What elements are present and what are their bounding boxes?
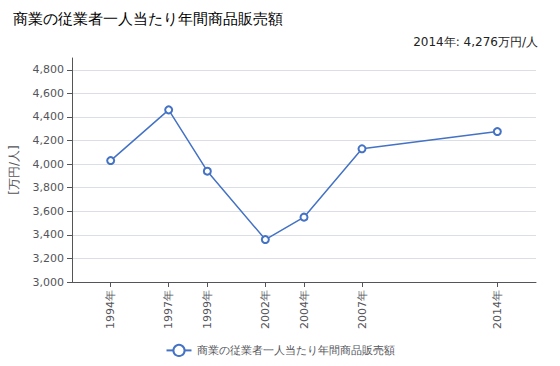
svg-text:3,800: 3,800 — [33, 181, 65, 194]
svg-text:4,200: 4,200 — [33, 134, 65, 147]
svg-text:3,200: 3,200 — [33, 252, 65, 265]
svg-text:4,400: 4,400 — [33, 110, 65, 123]
svg-text:[万円/人]: [万円/人] — [7, 145, 21, 194]
svg-text:1999年: 1999年 — [201, 290, 214, 329]
svg-text:4,800: 4,800 — [33, 63, 65, 76]
svg-text:2007年: 2007年 — [356, 290, 369, 329]
svg-text:1997年: 1997年 — [162, 290, 175, 329]
svg-text:4,000: 4,000 — [33, 158, 65, 171]
svg-text:商業の従業者一人当たり年間商品販売額: 商業の従業者一人当たり年間商品販売額 — [13, 10, 283, 28]
svg-text:1994年: 1994年 — [104, 290, 117, 329]
svg-text:4,600: 4,600 — [33, 87, 65, 100]
svg-text:2014年: 2014年 — [491, 290, 504, 329]
svg-text:商業の従業者一人当たり年間商品販売額: 商業の従業者一人当たり年間商品販売額 — [197, 344, 395, 357]
svg-text:2002年: 2002年 — [259, 290, 272, 329]
svg-text:2014年: 4,276万円/人: 2014年: 4,276万円/人 — [413, 35, 538, 49]
svg-text:2004年: 2004年 — [298, 290, 311, 329]
svg-text:3,600: 3,600 — [33, 205, 65, 218]
svg-text:3,400: 3,400 — [33, 228, 65, 241]
svg-text:3,000: 3,000 — [33, 276, 65, 289]
